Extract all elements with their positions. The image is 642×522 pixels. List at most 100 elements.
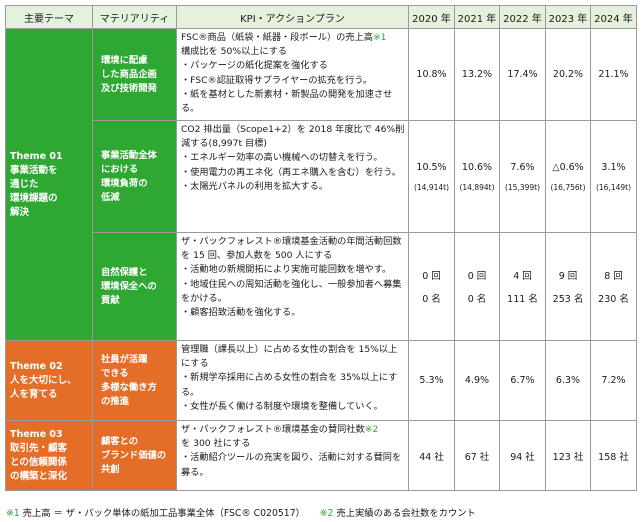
- value-count: 8 回: [604, 271, 623, 282]
- value-tonnes: (14,894t): [459, 182, 495, 192]
- value-count: 9 回: [558, 271, 578, 282]
- note-marker: ※2: [364, 424, 379, 435]
- kpi-cell: ザ・パックフォレスト®環境基金の賛同社数※2 を 300 社にする ・活動紹介ツ…: [176, 420, 409, 491]
- kpi-line: ・新規学卒採用に占める女性の割合を 35%以上にする。: [181, 372, 398, 398]
- table-row: Theme 01 事業活動を 通じた 環境課題の 解決 環境に配慮 した商品企画…: [5, 28, 637, 341]
- value-2021: 0 回 0 名: [454, 232, 500, 341]
- value-people: 0 名: [467, 294, 487, 305]
- footnote-marker-1: ※1: [6, 508, 20, 519]
- value-tonnes: (15,399t): [504, 182, 541, 192]
- value-percent: △0.6%: [552, 161, 584, 173]
- table-row: 事業活動全体 における 環境負荷の 低減 CO2 排出量（Scope1+2）を …: [6, 120, 637, 233]
- kpi-title: ザ・パックフォレスト®環境基金の賛同社数※2: [181, 423, 405, 437]
- table-row: Theme 03 取引先・顧客 との信頼関係 の構築と深化 顧客との ブランド価…: [5, 420, 637, 491]
- header-2021: 2021 年: [454, 5, 500, 29]
- note-marker: ※1: [372, 32, 387, 43]
- header-row: 主要テーマ マテリアリティ KPI・アクションプラン 2020 年 2021 年…: [5, 5, 637, 29]
- kpi-line: ・地域住民への周知活動を強化し、一般参加者へ募集をかける。: [181, 278, 402, 304]
- value-tonnes: (16,149t): [595, 182, 632, 192]
- header-2020: 2020 年: [408, 5, 455, 29]
- header-2023: 2023 年: [545, 5, 591, 29]
- table-row: 自然保護と 環境保全への 貢献 ザ・パックフォレスト®環境基金活動の年間活動回数…: [6, 232, 637, 341]
- theme-02-name: Theme 02 人を大切にし、 人を育てる: [10, 360, 77, 400]
- value-2022: 7.6% (15,399t): [499, 120, 546, 233]
- kpi-line: ・使用電力の再エネ化（再エネ購入を含む）を行う。: [181, 166, 401, 178]
- theme-03-cell: Theme 03 取引先・顧客 との信頼関係 の構築と深化: [5, 420, 93, 491]
- value-2022: 17.4%: [499, 28, 546, 121]
- kpi-cell: 管理職（課長以上）に占める女性の割合を 15%以上にする ・新規学卒採用に占める…: [176, 340, 409, 421]
- materiality-label: 社員が活躍 できる 多様な働き方 の推進: [101, 353, 157, 407]
- kpi-table: 主要テーマ マテリアリティ KPI・アクションプラン 2020 年 2021 年…: [5, 5, 637, 491]
- value-2023: 20.2%: [545, 28, 591, 121]
- materiality-label: 事業活動全体 における 環境負荷の 低減: [101, 149, 157, 203]
- value-percent: 10.5%: [416, 161, 447, 173]
- materiality-label: 環境に配慮 した商品企画 及び技術開発: [101, 54, 157, 94]
- header-2024: 2024 年: [590, 5, 637, 29]
- kpi-line: ・太陽光パネルの利用を拡大する。: [181, 180, 328, 192]
- value-2020: 0 回 0 名: [408, 232, 455, 341]
- value-people: 253 名: [552, 294, 584, 305]
- kpi-line: ・FSC®認証取得サプライヤーの拡充を行う。: [181, 74, 373, 86]
- kpi-line: ・活動地の新規開拓により実施可能回数を増やす。: [181, 264, 392, 276]
- value-2024: 21.1%: [590, 28, 637, 121]
- value-2022: 6.7%: [499, 340, 546, 421]
- value-2021: 67 社: [454, 420, 500, 491]
- value-2021: 4.9%: [454, 340, 500, 421]
- materiality-label: 自然保護と 環境保全への 貢献: [101, 266, 157, 306]
- kpi-line: CO2 排出量（Scope1+2）を 2018 年度比で 46%削減する(8,9…: [181, 124, 405, 150]
- value-tonnes: (14,914t): [413, 182, 450, 192]
- kpi-line: を 300 社にする: [181, 438, 251, 450]
- footnote: ※1 売上高 ＝ ザ・パック単体の紙加工品事業全体（FSC® C020517） …: [6, 505, 476, 519]
- value-2024: 8 回 230 名: [590, 232, 637, 341]
- value-percent: 10.6%: [461, 161, 493, 173]
- kpi-line: ・パッケージの紙化提案を強化する: [181, 60, 328, 72]
- value-2020: 5.3%: [408, 340, 455, 421]
- value-2023: 123 社: [545, 420, 591, 491]
- value-people: 230 名: [598, 294, 629, 305]
- kpi-cell: FSC®商品（紙袋・紙器・段ボール）の売上高※1 構成比を 50%以上にする ・…: [176, 28, 409, 121]
- header-theme: 主要テーマ: [5, 5, 93, 29]
- kpi-line: ザ・パックフォレスト®環境基金活動の年間活動回数を 15 回、参加人数を 500…: [181, 236, 402, 262]
- materiality-cell: 顧客との ブランド価値の 共創: [92, 420, 177, 491]
- kpi-title-text: ザ・パックフォレスト®環境基金の賛同社数: [181, 424, 365, 435]
- header-kpi: KPI・アクションプラン: [176, 5, 409, 29]
- theme-03-name: Theme 03 取引先・顧客 との信頼関係 の構築と深化: [10, 428, 68, 482]
- header-materiality: マテリアリティ: [92, 5, 177, 29]
- value-people: 111 名: [507, 294, 538, 305]
- kpi-cell: CO2 排出量（Scope1+2）を 2018 年度比で 46%削減する(8,9…: [176, 120, 409, 233]
- value-count: 0 回: [467, 271, 487, 282]
- theme-01-cell: Theme 01 事業活動を 通じた 環境課題の 解決: [5, 28, 93, 341]
- value-2022: 94 社: [499, 420, 546, 491]
- value-count: 0 回: [422, 271, 441, 282]
- value-2020: 44 社: [408, 420, 455, 491]
- table-row: Theme 02 人を大切にし、 人を育てる 社員が活躍 できる 多様な働き方 …: [5, 340, 637, 421]
- value-2020: 10.5% (14,914t): [408, 120, 455, 233]
- kpi-line: ・女性が長く働ける制度や環境を整備していく。: [181, 400, 383, 412]
- value-people: 0 名: [422, 294, 441, 305]
- kpi-cell: ザ・パックフォレスト®環境基金活動の年間活動回数を 15 回、参加人数を 500…: [176, 232, 409, 341]
- materiality-cell: 自然保護と 環境保全への 貢献: [92, 232, 177, 341]
- materiality-cell: 環境に配慮 した商品企画 及び技術開発: [92, 28, 177, 121]
- footnote-text-1: 売上高 ＝ ザ・パック単体の紙加工品事業全体（FSC® C020517）: [19, 508, 305, 519]
- materiality-cell: 事業活動全体 における 環境負荷の 低減: [92, 120, 177, 233]
- kpi-line: ・紙を基材とした新素材・新製品の開発を加速させる。: [181, 88, 393, 115]
- value-percent: 7.6%: [510, 161, 535, 173]
- materiality-label: 顧客との ブランド価値の 共創: [101, 435, 167, 475]
- value-2023: △0.6% (16,756t): [545, 120, 591, 233]
- kpi-line: ・活動紹介ツールの充実を図り、活動に対する賛同を募る。: [181, 452, 402, 478]
- footnote-marker-2: ※2: [319, 508, 334, 519]
- value-2022: 4 回 111 名: [499, 232, 546, 341]
- value-2024: 158 社: [590, 420, 637, 491]
- value-2023: 9 回 253 名: [545, 232, 591, 341]
- value-2024: 7.2%: [590, 340, 637, 421]
- header-2022: 2022 年: [499, 5, 546, 29]
- theme-02-cell: Theme 02 人を大切にし、 人を育てる: [5, 340, 93, 421]
- theme-01-name: Theme 01 事業活動を 通じた 環境課題の 解決: [10, 150, 63, 218]
- value-2021: 13.2%: [454, 28, 500, 121]
- kpi-title: FSC®商品（紙袋・紙器・段ボール）の売上高※1: [181, 31, 405, 45]
- footnote-text-2: 売上実績のある会社数をカウント: [333, 508, 476, 519]
- kpi-line: ・顧客招致活動を強化する。: [181, 307, 301, 319]
- kpi-line: ・エネルギー効率の高い機械への切替えを行う。: [181, 152, 383, 164]
- value-2023: 6.3%: [545, 340, 591, 421]
- kpi-line: 管理職（課長以上）に占める女性の割合を 15%以上にする: [181, 344, 398, 370]
